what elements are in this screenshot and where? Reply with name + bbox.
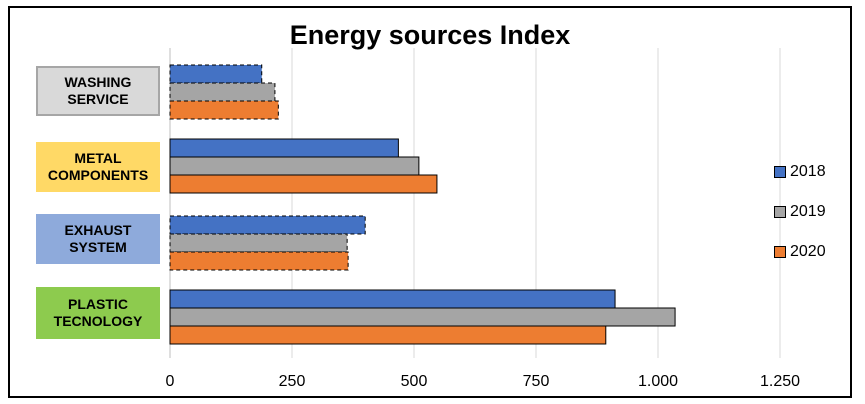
x-tick-label: 0 (165, 373, 175, 390)
legend-item-2020: 2020 (774, 243, 826, 261)
x-tick-label: 750 (522, 373, 550, 390)
legend-swatch (774, 206, 786, 218)
legend-item-2019: 2019 (774, 203, 826, 221)
bar-2020-metal-components (169, 174, 438, 194)
bar-2018-washing-service (169, 64, 263, 84)
bar-2019-washing-service (169, 82, 276, 102)
chart-title: Energy sources Index (289, 20, 571, 50)
category-label-washing-service: WASHING SERVICE (36, 66, 160, 116)
legend-swatch (774, 246, 786, 258)
bar-2019-plastic-tecnology (169, 307, 676, 327)
legend-label: 2019 (790, 203, 826, 220)
bar-2018-exhaust-system (169, 215, 366, 235)
x-tick-label: 500 (400, 373, 428, 390)
category-label-exhaust-system: EXHAUST SYSTEM (36, 214, 160, 264)
x-tick-label: 250 (278, 373, 306, 390)
bar-2020-washing-service (169, 100, 279, 120)
bar-2018-plastic-tecnology (169, 289, 616, 309)
bar-2020-exhaust-system (169, 251, 349, 271)
bar-2019-metal-components (169, 156, 420, 176)
x-tick-label: 1.000 (637, 373, 679, 390)
x-tick-label: 1.250 (759, 373, 801, 390)
legend-item-2018: 2018 (774, 163, 826, 181)
bar-2018-metal-components (169, 138, 399, 158)
category-label-text: EXHAUST SYSTEM (64, 221, 132, 256)
category-label-plastic-tecnology: PLASTIC TECNOLOGY (36, 287, 160, 339)
category-label-text: METAL COMPONENTS (47, 149, 149, 184)
legend-label: 2020 (790, 243, 826, 260)
legend-label: 2018 (790, 163, 826, 180)
bar-2020-plastic-tecnology (169, 325, 607, 345)
category-label-metal-components: METAL COMPONENTS (36, 142, 160, 192)
category-label-text: WASHING SERVICE (64, 73, 132, 108)
category-label-text: PLASTIC TECNOLOGY (53, 295, 143, 330)
legend-swatch (774, 166, 786, 178)
bar-2019-exhaust-system (169, 233, 348, 253)
